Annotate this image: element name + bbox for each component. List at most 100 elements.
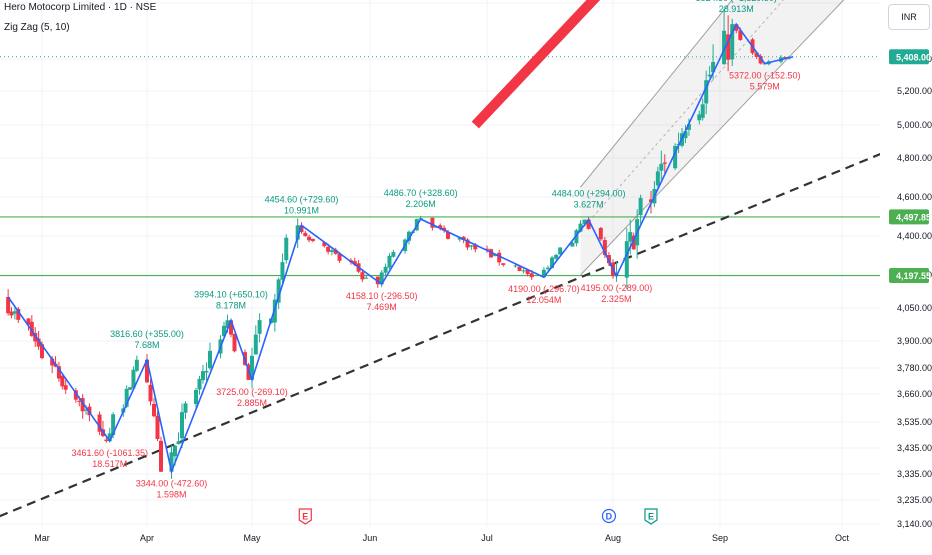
price-tick-label: 3,235.00: [897, 495, 932, 505]
candle-body: [310, 238, 315, 241]
price-tick-label: 5,000.00: [897, 120, 932, 130]
candle: [730, 18, 735, 67]
candle-body: [570, 242, 575, 247]
candle: [176, 432, 181, 445]
candle: [148, 379, 153, 406]
candle: [155, 411, 160, 441]
candle-body: [545, 267, 550, 270]
candle: [513, 264, 518, 268]
candle: [280, 253, 285, 284]
candle-body: [36, 338, 41, 347]
pivot-low-label: 4158.10 (-296.50)7.469M: [346, 291, 418, 312]
indicator-label[interactable]: Zig Zag (5, 10): [4, 22, 70, 33]
candle-body: [558, 247, 563, 255]
zigzag-labels: 3461.60 (-1061.35)18.517M 3816.60 (+355.0…: [71, 0, 800, 500]
marker-label: D: [606, 512, 613, 522]
pivot-volume: 12.054M: [526, 295, 561, 305]
candle: [554, 253, 559, 260]
last-price-badge: 5,408.00: [889, 49, 931, 65]
candle-body: [180, 412, 184, 439]
pivot-low-label: 5372.00 (-152.50)5.579M: [729, 70, 801, 91]
candle-body: [77, 400, 82, 402]
candle: [56, 361, 61, 382]
candle: [438, 223, 443, 231]
candle-body: [550, 257, 555, 269]
channel-fill: [580, 0, 844, 275]
candle: [722, 8, 727, 65]
candle: [295, 218, 300, 248]
marker-label: E: [302, 512, 308, 522]
candle-body: [73, 390, 78, 400]
candle-body: [145, 359, 149, 383]
candle-body: [204, 370, 209, 373]
candle-body: [457, 237, 462, 240]
candle-body: [295, 225, 300, 240]
candle: [222, 321, 226, 338]
candle: [574, 228, 579, 247]
pivot-value: 3816.60 (+355.00): [110, 329, 184, 339]
time-tick-label: Apr: [140, 533, 154, 543]
pivot-volume: 1.598M: [156, 490, 186, 500]
candle: [307, 234, 312, 243]
candle-body: [97, 414, 102, 432]
candle-body: [111, 414, 116, 435]
marker-shape: [644, 508, 658, 525]
badge-label: 4,197.55: [896, 271, 931, 281]
event-marker[interactable]: E: [298, 508, 312, 525]
candle-body: [87, 406, 92, 416]
time-axis: Mar Apr May Jun Jul Aug Sep Oct: [34, 533, 849, 543]
candle: [704, 70, 709, 115]
candle: [683, 125, 688, 144]
channel-lower: [580, 0, 845, 276]
candle-body: [711, 61, 716, 73]
trend-arrow: [471, 0, 601, 129]
candle: [602, 237, 607, 258]
candle-body: [333, 249, 338, 254]
price-tick-label: 4,600.00: [897, 192, 932, 202]
level-badge: 4,497.85: [889, 209, 931, 225]
candle-body: [655, 171, 660, 186]
candle: [60, 375, 65, 390]
candle-body: [554, 254, 559, 259]
candle: [545, 265, 550, 271]
candle-body: [387, 255, 392, 268]
candle: [485, 245, 489, 253]
candle-body: [578, 223, 583, 232]
time-tick-label: Mar: [34, 533, 50, 543]
price-tick-label: 5,200.00: [897, 86, 932, 96]
candle-body: [148, 384, 153, 402]
candle-body: [730, 24, 735, 60]
candle: [183, 401, 188, 420]
candle-body: [104, 439, 109, 442]
currency-selector[interactable]: INR: [888, 4, 930, 30]
event-marker[interactable]: E: [644, 508, 658, 525]
candle-body: [754, 52, 759, 57]
time-tick-label: Jun: [363, 533, 378, 543]
candle-body: [322, 242, 327, 247]
candle-body: [176, 441, 181, 445]
pivot-value: 4190.00 (-296.70): [508, 284, 580, 294]
candle-body: [26, 318, 31, 325]
pivot-low-label: 4195.00 (-289.00)2.325M: [581, 283, 653, 304]
candle: [63, 377, 68, 394]
candle: [383, 263, 388, 275]
candle-body: [326, 246, 331, 252]
candle: [662, 154, 667, 174]
price-tick-label: 3,535.00: [897, 417, 932, 427]
candle: [80, 394, 85, 419]
candle: [558, 247, 563, 255]
candle-body: [6, 297, 11, 314]
candle-body: [364, 277, 369, 279]
candle-body: [9, 311, 14, 316]
candle: [204, 362, 209, 381]
candle: [197, 376, 202, 395]
candle-body: [469, 245, 474, 247]
event-marker[interactable]: D: [601, 508, 617, 524]
pivot-value: 3994.10 (+650.10): [194, 289, 268, 299]
candle-body: [430, 217, 435, 228]
trendline: [0, 152, 880, 518]
pivot-high-label: 3994.10 (+650.10)8.178M: [194, 289, 268, 310]
candle-body: [624, 241, 629, 278]
candle: [686, 118, 691, 136]
candle: [128, 386, 133, 390]
